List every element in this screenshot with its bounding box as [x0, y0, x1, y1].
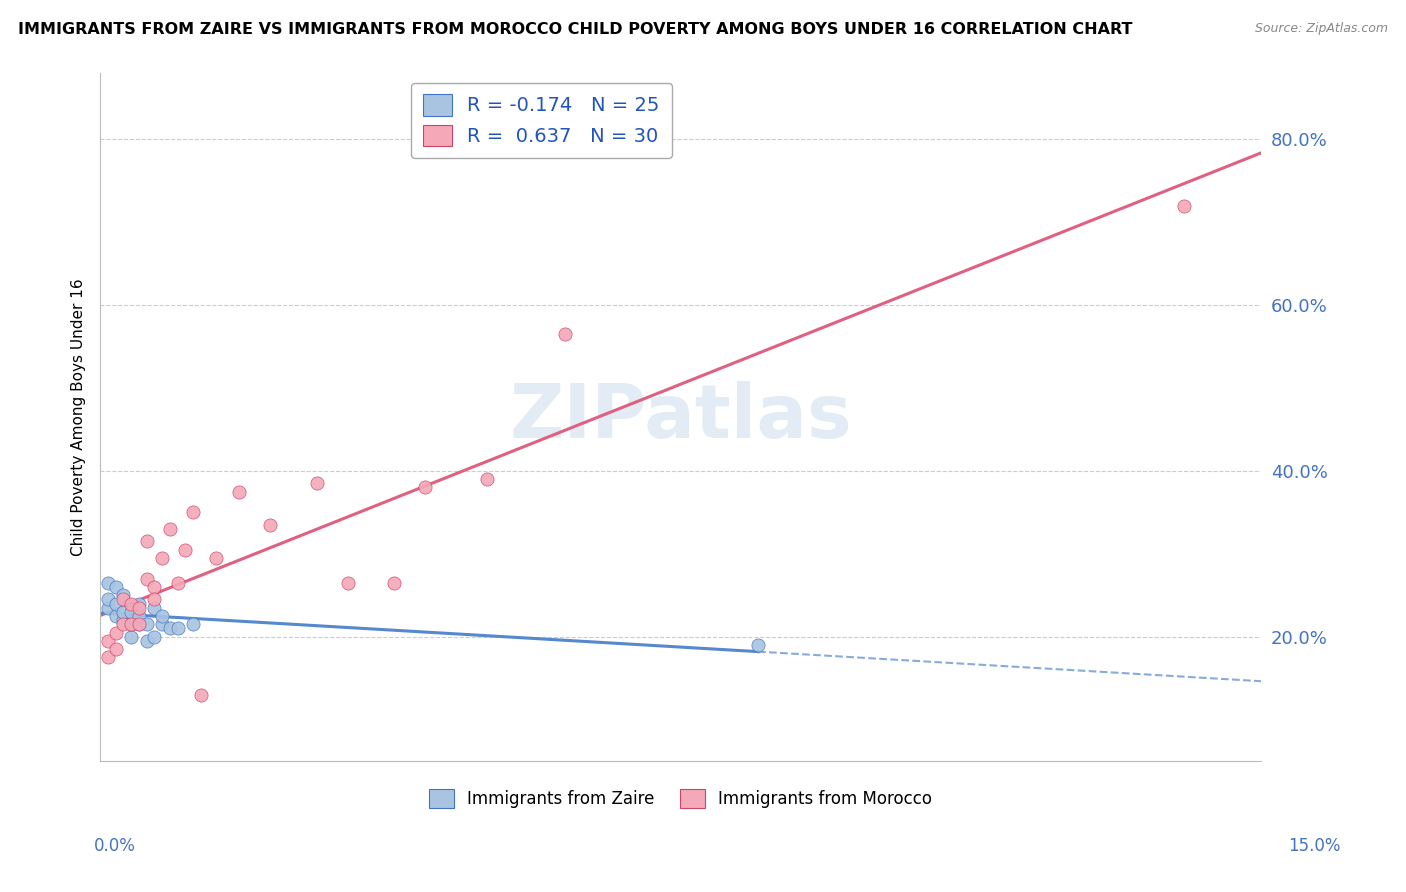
- Point: [259, 517, 281, 532]
- Text: 15.0%: 15.0%: [1288, 837, 1341, 855]
- Point: [128, 597, 150, 611]
- Point: [112, 605, 135, 619]
- Point: [97, 600, 120, 615]
- Point: [159, 622, 181, 636]
- Point: [205, 551, 228, 566]
- Point: [166, 575, 188, 590]
- Point: [120, 597, 142, 611]
- Point: [190, 688, 212, 702]
- Point: [120, 630, 142, 644]
- Point: [150, 551, 173, 566]
- Point: [104, 597, 127, 611]
- Point: [150, 617, 173, 632]
- Point: [97, 633, 120, 648]
- Point: [747, 638, 769, 652]
- Point: [181, 617, 204, 632]
- Point: [104, 580, 127, 594]
- Point: [112, 592, 135, 607]
- Point: [97, 575, 120, 590]
- Point: [181, 505, 204, 519]
- Y-axis label: Child Poverty Among Boys Under 16: Child Poverty Among Boys Under 16: [72, 278, 86, 556]
- Point: [120, 605, 142, 619]
- Point: [174, 542, 197, 557]
- Point: [128, 609, 150, 624]
- Text: IMMIGRANTS FROM ZAIRE VS IMMIGRANTS FROM MOROCCO CHILD POVERTY AMONG BOYS UNDER : IMMIGRANTS FROM ZAIRE VS IMMIGRANTS FROM…: [18, 22, 1133, 37]
- Point: [104, 642, 127, 657]
- Text: 0.0%: 0.0%: [94, 837, 136, 855]
- Point: [135, 534, 157, 549]
- Point: [128, 617, 150, 632]
- Point: [112, 588, 135, 602]
- Point: [166, 622, 188, 636]
- Point: [143, 630, 166, 644]
- Point: [475, 472, 498, 486]
- Point: [554, 327, 576, 342]
- Text: Source: ZipAtlas.com: Source: ZipAtlas.com: [1254, 22, 1388, 36]
- Point: [305, 476, 328, 491]
- Point: [413, 481, 436, 495]
- Point: [135, 572, 157, 586]
- Legend: Immigrants from Zaire, Immigrants from Morocco: Immigrants from Zaire, Immigrants from M…: [422, 782, 939, 814]
- Point: [120, 617, 142, 632]
- Point: [1173, 199, 1195, 213]
- Point: [336, 575, 359, 590]
- Point: [128, 600, 150, 615]
- Point: [143, 592, 166, 607]
- Point: [150, 609, 173, 624]
- Point: [135, 633, 157, 648]
- Point: [135, 617, 157, 632]
- Point: [112, 613, 135, 627]
- Text: ZIPatlas: ZIPatlas: [509, 381, 852, 453]
- Point: [228, 484, 250, 499]
- Point: [104, 609, 127, 624]
- Point: [143, 580, 166, 594]
- Point: [120, 617, 142, 632]
- Point: [382, 575, 405, 590]
- Point: [128, 617, 150, 632]
- Point: [159, 522, 181, 536]
- Point: [104, 625, 127, 640]
- Point: [97, 592, 120, 607]
- Point: [97, 650, 120, 665]
- Point: [112, 617, 135, 632]
- Point: [143, 600, 166, 615]
